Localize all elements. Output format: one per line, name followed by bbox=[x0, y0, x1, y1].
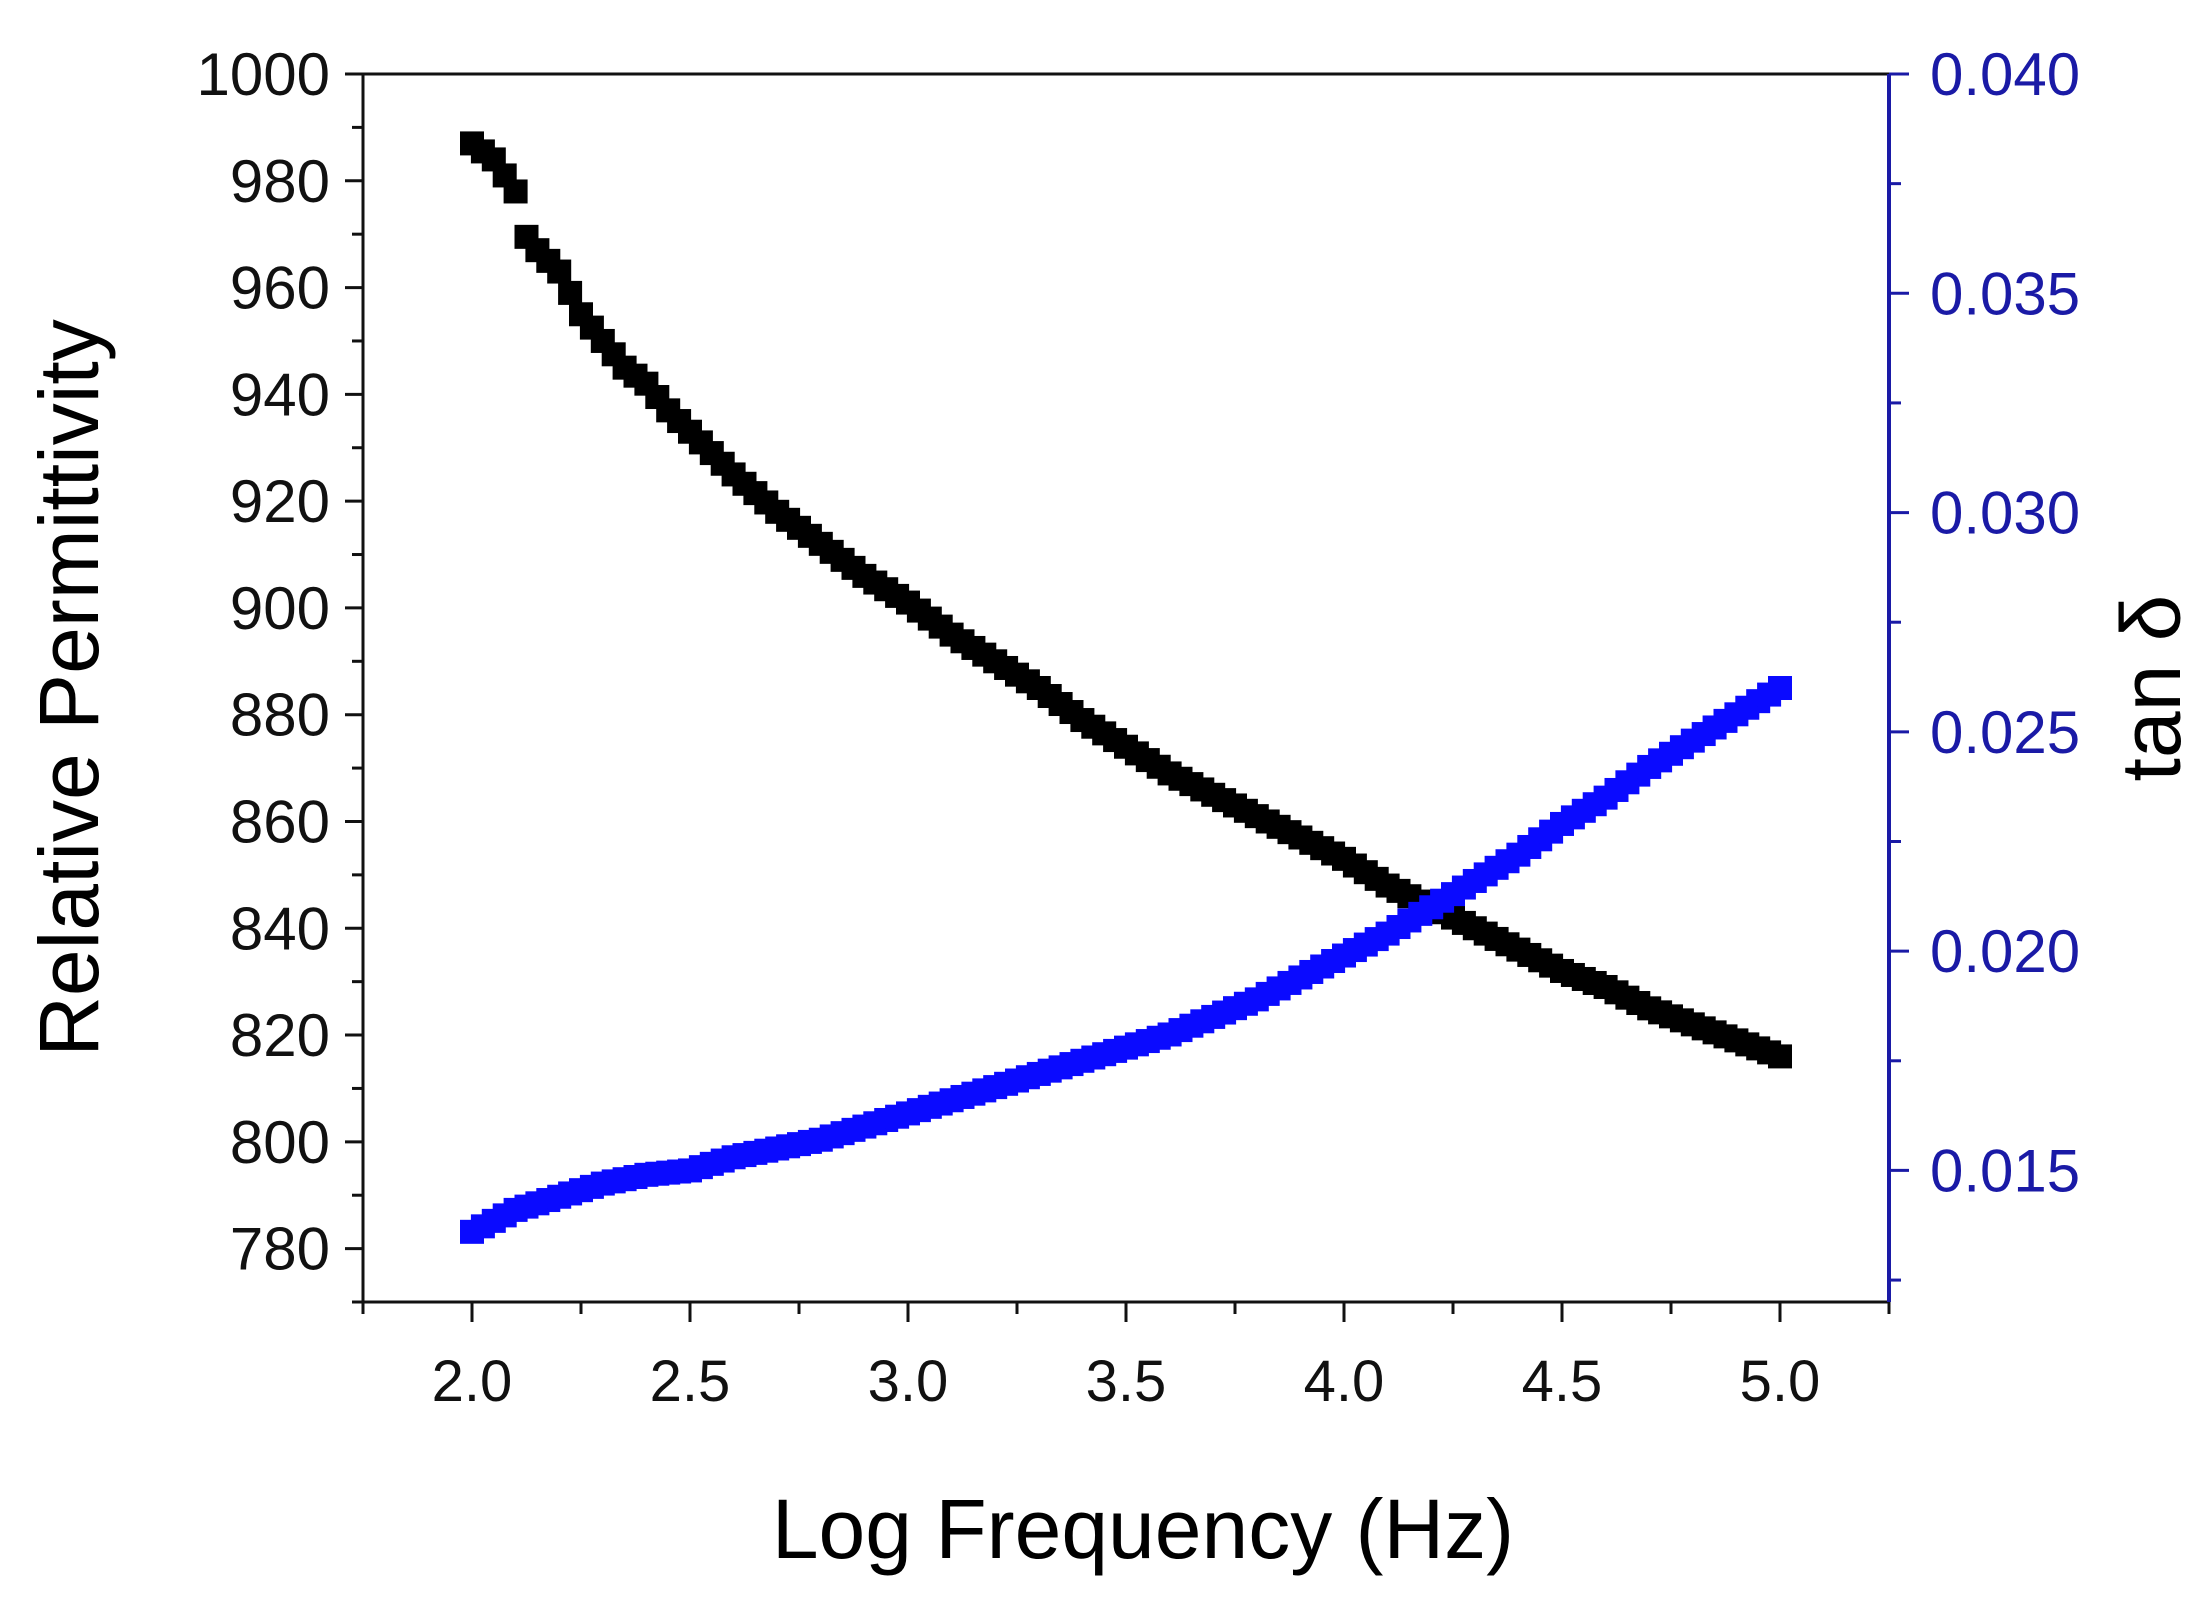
left-y-tick-label: 1000 bbox=[197, 41, 330, 108]
left-y-axis-title: Relative Permittivity bbox=[22, 319, 116, 1057]
x-tick-label: 2.0 bbox=[432, 1349, 513, 1414]
series-layer bbox=[460, 131, 1792, 1244]
x-tick-label: 5.0 bbox=[1740, 1349, 1821, 1414]
tan-delta-series bbox=[460, 676, 1792, 1244]
tick-labels-layer: 2.0 2.5 3.0 3.5 4.0 4.5 5.0 780 800 820 840 860 880 9… bbox=[197, 41, 2081, 1414]
x-tick-label: 2.5 bbox=[650, 1349, 731, 1414]
right-y-axis-title: tan δ bbox=[2104, 595, 2198, 782]
x-tick-label: 3.0 bbox=[868, 1349, 949, 1414]
right-y-tick-label: 0.035 bbox=[1930, 260, 2080, 327]
plot-frame bbox=[361, 72, 1891, 1304]
x-tick-label: 3.5 bbox=[1086, 1349, 1167, 1414]
right-y-tick-label: 0.015 bbox=[1930, 1137, 2080, 1204]
data-point bbox=[503, 179, 528, 204]
right-y-tick-label: 0.025 bbox=[1930, 699, 2080, 766]
data-point bbox=[1768, 676, 1792, 700]
left-y-tick-label: 940 bbox=[230, 361, 330, 428]
permittivity-series bbox=[460, 131, 1792, 1069]
x-tick-label: 4.5 bbox=[1522, 1349, 1603, 1414]
ticks-layer bbox=[345, 72, 1909, 1322]
x-tick-label: 4.0 bbox=[1304, 1349, 1385, 1414]
right-y-tick-label: 0.030 bbox=[1930, 480, 2080, 547]
left-y-tick-label: 820 bbox=[230, 1002, 330, 1069]
data-point bbox=[1768, 1044, 1792, 1069]
left-y-tick-label: 840 bbox=[230, 895, 330, 962]
right-y-tick-label: 0.040 bbox=[1930, 41, 2080, 108]
x-axis-title: Log Frequency (Hz) bbox=[772, 1482, 1514, 1576]
data-point bbox=[558, 280, 583, 305]
left-y-tick-label: 980 bbox=[230, 148, 330, 215]
data-point bbox=[547, 259, 572, 284]
left-y-tick-label: 860 bbox=[230, 788, 330, 855]
left-y-tick-label: 900 bbox=[230, 575, 330, 642]
left-y-tick-label: 780 bbox=[230, 1216, 330, 1283]
right-y-tick-label: 0.020 bbox=[1930, 918, 2080, 985]
left-y-tick-label: 920 bbox=[230, 468, 330, 535]
left-y-tick-label: 960 bbox=[230, 255, 330, 322]
left-y-tick-label: 880 bbox=[230, 682, 330, 749]
left-y-tick-label: 800 bbox=[230, 1109, 330, 1176]
